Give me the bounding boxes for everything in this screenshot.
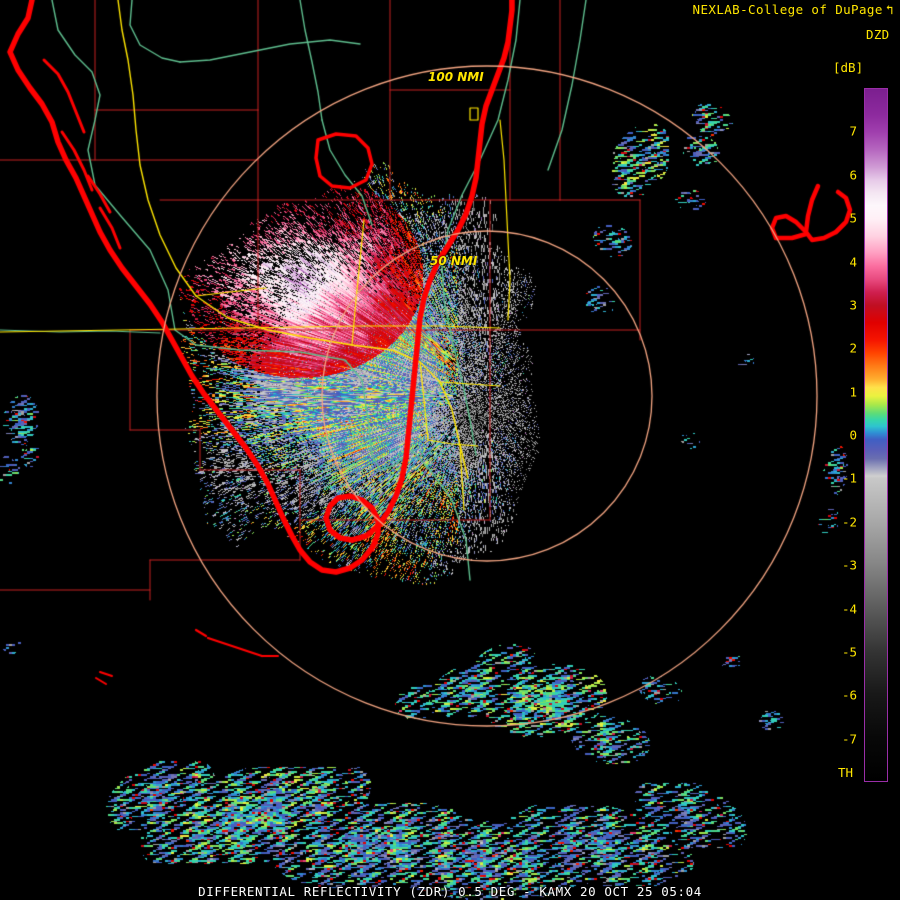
colorbar-tick-neg7: -7 — [841, 731, 857, 747]
colorbar-tick-neg2: -2 — [841, 514, 857, 530]
colorbar-tick-neg1: -1 — [841, 470, 857, 486]
status-bar: DIFFERENTIAL REFLECTIVITY (ZDR) 0.5 DEG … — [198, 884, 702, 899]
header-branding: NEXLAB-College of DuPage ↰ — [693, 2, 894, 17]
colorbar-tick-7: 7 — [849, 123, 857, 139]
header-title: NEXLAB-College of DuPage — [692, 2, 883, 17]
colorbar-unit-label: [dB] — [833, 60, 864, 75]
colorbar-tick-3: 3 — [849, 297, 857, 313]
range-ring-label-1: 50 NMI — [430, 254, 478, 268]
colorbar-title: DZD — [866, 27, 890, 42]
colorbar-tick-neg3: -3 — [841, 557, 857, 573]
colorbar-tick-4: 4 — [849, 254, 857, 269]
colorbar-gradient — [864, 88, 888, 782]
colorbar-tick-0: 0 — [849, 427, 857, 443]
range-ring-label-0: 100 NMI — [428, 70, 484, 84]
header-logo-icon: ↰ — [885, 3, 894, 18]
colorbar-tick-neg6: -6 — [841, 687, 857, 703]
colorbar-tick-1: 1 — [849, 384, 857, 400]
colorbar-tick-2: 2 — [849, 340, 857, 356]
colorbar-tick-neg5: -5 — [841, 644, 857, 660]
colorbar[interactable] — [864, 88, 888, 782]
colorbar-tick-5: 5 — [849, 210, 857, 226]
colorbar-footer-label: TH — [838, 765, 854, 780]
colorbar-tick-neg4: -4 — [841, 601, 857, 616]
colorbar-tick-6: 6 — [849, 167, 857, 183]
colorbar-tick-labels: 7 6 5 4 3 2 1 0 -1 -2 -3 -4 -5 -6 -7 — [825, 0, 857, 900]
